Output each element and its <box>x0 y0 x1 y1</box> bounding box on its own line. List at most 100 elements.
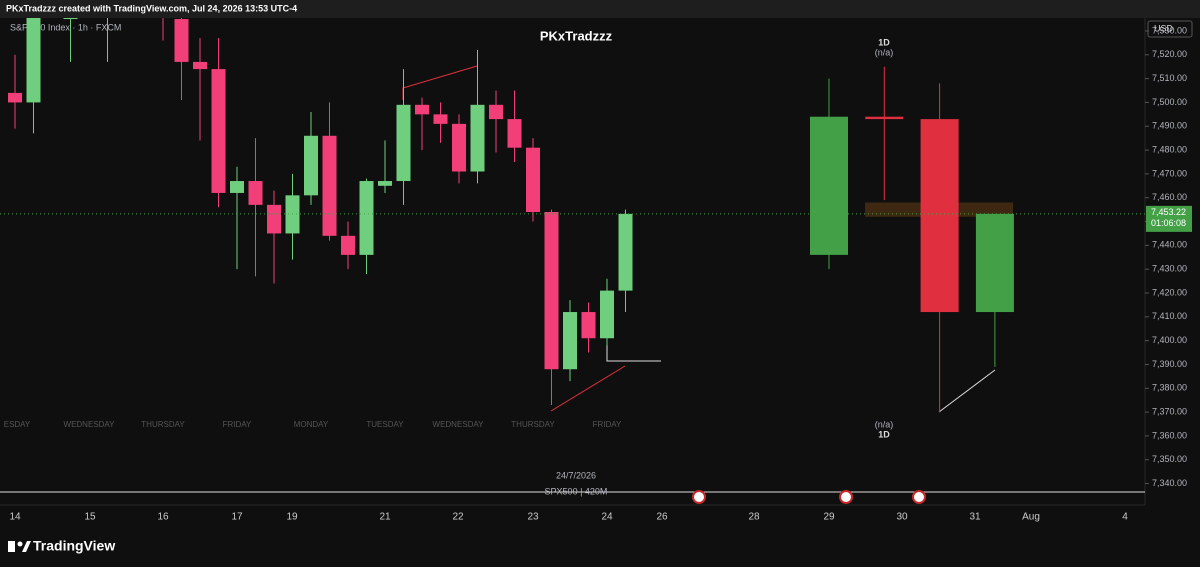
currency-box[interactable] <box>1147 20 1193 38</box>
countdown: 01:06:08 <box>1151 218 1186 228</box>
subtitle: S&P 500 Index · 1h · FXCM <box>10 22 121 32</box>
marker-label: (n/a) <box>875 419 894 429</box>
y-tick-label: 7,470.00 <box>1152 168 1187 178</box>
weekday-label: FRIDAY <box>593 420 622 429</box>
x-tick-label: 4 <box>1122 512 1128 523</box>
candle-body <box>452 123 466 172</box>
y-tick-label: 7,410.00 <box>1152 311 1187 321</box>
event-icon[interactable] <box>912 490 926 504</box>
candle-body <box>285 195 300 234</box>
footer-brand: TradingView <box>33 538 115 554</box>
x-tick-label: 23 <box>527 512 539 523</box>
candle-body <box>581 312 596 339</box>
x-tick-label: 31 <box>969 512 981 523</box>
y-tick-label: 7,340.00 <box>1152 478 1187 488</box>
candle-body <box>322 135 337 236</box>
candle-body <box>267 204 281 234</box>
weekday-label: THURSDAY <box>141 420 185 429</box>
marker-label: (n/a) <box>875 47 894 57</box>
weekday-label: FRIDAY <box>223 420 252 429</box>
y-tick-label: 7,510.00 <box>1152 73 1187 83</box>
trendline <box>606 343 661 362</box>
y-tick-label: 7,500.00 <box>1152 97 1187 107</box>
candle-body <box>470 104 485 172</box>
candle-body <box>865 116 904 120</box>
x-tick-label: 28 <box>748 512 760 523</box>
weekday-label: WEDNESDAY <box>64 420 116 429</box>
y-tick-label: 7,490.00 <box>1152 121 1187 131</box>
logo <box>8 541 31 552</box>
candle-body <box>563 312 577 370</box>
candle-body <box>975 213 1014 313</box>
x-tick-label: 14 <box>9 512 21 523</box>
candle-body <box>341 235 355 255</box>
weekday-label: THURSDAY <box>511 420 555 429</box>
currency: USD <box>1154 23 1174 33</box>
banner: PKxTradzzz created with TradingView.com,… <box>6 3 297 13</box>
x-tick-label: 24 <box>601 512 613 523</box>
event-icon[interactable] <box>692 490 706 504</box>
event-icons <box>692 490 926 504</box>
volume-label: SPX500 | 420M <box>545 486 608 496</box>
candle-body <box>230 181 244 193</box>
banner-bar <box>0 0 1200 18</box>
weekday-label: WEDNESDAY <box>433 420 485 429</box>
price-label: 7,453.22 <box>1151 207 1186 217</box>
marker-label: 1D <box>878 429 890 439</box>
marker-label: 1D <box>878 37 890 47</box>
weekday-label: ESDAY <box>4 420 31 429</box>
y-tick-label: 7,360.00 <box>1152 430 1187 440</box>
y-tick-label: 7,430.00 <box>1152 264 1187 274</box>
x-tick-label: 29 <box>823 512 835 523</box>
y-tick-label: 7,420.00 <box>1152 287 1187 297</box>
y-tick-label: 7,440.00 <box>1152 240 1187 250</box>
candle-body <box>248 181 263 205</box>
x-tick-label: 17 <box>231 512 243 523</box>
candle-body <box>396 104 411 182</box>
trendline <box>938 369 996 413</box>
x-tick-label: 19 <box>286 512 298 523</box>
weekday-label: TUESDAY <box>366 420 404 429</box>
candle-body <box>193 61 207 70</box>
candle-body <box>810 116 848 255</box>
candle-body <box>507 119 522 148</box>
x-tick-label: 30 <box>896 512 908 523</box>
trendline <box>550 365 626 412</box>
candle-body <box>600 290 614 339</box>
candle-body <box>359 181 374 255</box>
candle-body <box>63 18 78 20</box>
x-tick-label: 15 <box>84 512 96 523</box>
x-tick-label: 21 <box>379 512 391 523</box>
x-tick-label: Aug <box>1022 512 1040 523</box>
y-tick-label: 7,380.00 <box>1152 383 1187 393</box>
y-tick-label: 7,390.00 <box>1152 359 1187 369</box>
event-icon[interactable] <box>839 490 853 504</box>
y-tick-label: 7,480.00 <box>1152 144 1187 154</box>
chart-title: PKxTradzzz <box>540 28 613 43</box>
y-tick-label: 7,530.00 <box>1152 25 1187 35</box>
candle-body <box>526 147 540 213</box>
candle-body <box>8 92 22 103</box>
y-tick-label: 7,460.00 <box>1152 192 1187 202</box>
x-tick-label: 26 <box>656 512 668 523</box>
candle-body <box>433 114 448 124</box>
logo-mark <box>17 541 23 547</box>
candle-body <box>174 19 189 62</box>
y-tick-label: 7,370.00 <box>1152 406 1187 416</box>
candle-body <box>211 69 226 193</box>
cursor-date: 24/7/2026 <box>556 470 596 480</box>
logo-mark <box>8 541 15 552</box>
y-tick-label: 7,520.00 <box>1152 49 1187 59</box>
footer-bar <box>0 530 1200 567</box>
weekday-label: MONDAY <box>294 420 329 429</box>
candle-body <box>544 212 559 370</box>
y-tick-label: 7,350.00 <box>1152 454 1187 464</box>
candle-body <box>415 104 429 115</box>
x-tick-label: 22 <box>452 512 464 523</box>
y-tick-label: 7,400.00 <box>1152 335 1187 345</box>
candle-body <box>378 181 392 186</box>
price-box <box>1146 205 1192 232</box>
logo-mark <box>22 541 31 552</box>
